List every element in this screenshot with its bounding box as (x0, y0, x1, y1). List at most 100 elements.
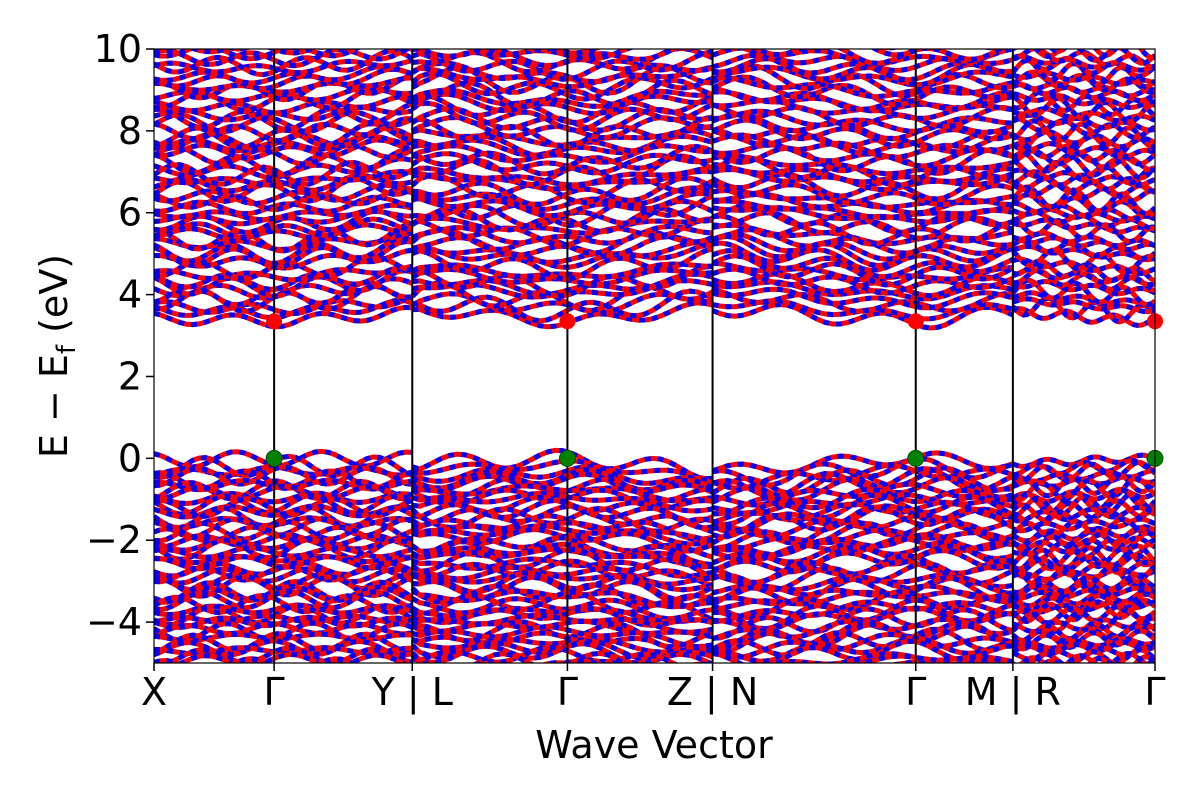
y-axis-ticks: −4 −2 0 2 4 6 8 10 (86, 27, 154, 644)
valence-band-spin-down (154, 578, 414, 604)
conduction-band-spin-down (712, 287, 1013, 314)
conduction-band-spin-up (411, 87, 713, 109)
valence-band-spin-down (154, 504, 414, 531)
conduction-band-spin-down (410, 172, 714, 206)
conduction-band-spin-up (1011, 141, 1155, 160)
valence-band-spin-down (154, 490, 413, 507)
vbm-marker (558, 449, 576, 467)
conduction-band-spin-up (412, 49, 681, 69)
conduction-band-spin-down (154, 221, 413, 254)
valence-band-spin-down (711, 492, 1015, 527)
conduction-band-spin-down (876, 49, 899, 51)
conduction-band-spin-down (411, 168, 713, 192)
conduction-band-spin-down (1012, 296, 1155, 315)
conduction-band-spin-down (712, 56, 1014, 88)
conduction-band-spin-down (1012, 168, 1155, 194)
conduction-band-spin-down (411, 288, 714, 324)
conduction-band-spin-up (411, 164, 713, 188)
conduction-band-spin-up (712, 85, 1013, 113)
valence-band-spin-up (1012, 566, 1155, 582)
conduction-band-spin-up (546, 49, 602, 56)
conduction-band-spin-down (412, 22, 712, 39)
valence-band-spin-up (1012, 636, 1155, 651)
x-tick-label: Γ (557, 670, 578, 714)
conduction-band-spin-down (752, 49, 1006, 66)
conduction-band-spin-down (154, 268, 413, 299)
valence-band-spin-down (410, 564, 713, 587)
conduction-band-spin-up (1012, 106, 1155, 124)
conduction-band-spin-down (1011, 237, 1155, 261)
conduction-band-spin-down (410, 100, 714, 133)
conduction-band-spin-down (411, 114, 714, 150)
valence-band-spin-down (410, 606, 714, 628)
valence-band-spin-up (411, 624, 714, 650)
conduction-band-spin-down (411, 216, 713, 248)
conduction-band-spin-down (713, 23, 1013, 42)
conduction-band-spin-down (154, 263, 413, 283)
conduction-band-spin-up (154, 142, 414, 167)
conduction-band-spin-up (1012, 217, 1155, 235)
conduction-band-spin-up (1012, 278, 1155, 297)
valence-band-spin-up (154, 592, 414, 616)
valence-band-spin-up (765, 651, 1014, 663)
conduction-band-spin-down (154, 182, 414, 207)
conduction-band-spin-down (712, 198, 1014, 221)
conduction-band-spin-down (1153, 49, 1154, 50)
conduction-band-spin-up (876, 49, 899, 51)
conduction-band-spin-down (412, 144, 714, 177)
x-axis-ticks: X Γ Y | L Γ Z | N Γ M | R Γ (141, 663, 1166, 715)
valence-band-spin-down (1011, 587, 1155, 609)
conduction-band-spin-up (1012, 306, 1155, 328)
conduction-band-spin-down (154, 169, 413, 188)
conduction-band-spin-down (154, 101, 414, 132)
valence-band-spin-up (154, 631, 413, 655)
conduction-band-spin-up (712, 166, 1014, 193)
y-tick-label: 10 (94, 27, 142, 71)
conduction-band-spin-down (1012, 53, 1155, 73)
conduction-band-spin-down (712, 127, 1013, 156)
conduction-band-spin-up (1011, 129, 1155, 150)
conduction-band-spin-up (154, 73, 413, 103)
valence-band-spin-down (1011, 460, 1155, 484)
conduction-band-spin-down (154, 297, 413, 321)
bands-layer (154, 22, 1155, 663)
valence-band-spin-down (154, 519, 414, 544)
conduction-band-spin-down (1011, 247, 1155, 276)
valence-band-spin-down (154, 621, 413, 637)
cbm-marker (559, 313, 576, 330)
valence-band-spin-down (154, 483, 413, 503)
valence-band-spin-down (410, 471, 714, 495)
valence-band-spin-down (1012, 535, 1155, 556)
valence-band-spin-down (1011, 475, 1155, 504)
x-axis-label: Wave Vector (535, 723, 773, 767)
vbm-marker (265, 449, 283, 467)
conduction-band-spin-down (712, 153, 1014, 177)
cbm-marker (266, 313, 283, 330)
conduction-band-spin-down (711, 145, 1015, 177)
valence-band-spin-down (410, 503, 714, 535)
x-tick-label: Γ (264, 670, 285, 714)
valence-band-spin-down (1011, 607, 1155, 634)
conduction-band-spin-down (523, 49, 556, 53)
conduction-band-spin-down (1011, 53, 1155, 79)
conduction-band-spin-down (711, 181, 1014, 208)
conduction-band-spin-down (154, 30, 412, 40)
conduction-band-spin-down (411, 264, 713, 299)
conduction-band-spin-down (410, 60, 714, 85)
conduction-band-spin-down (154, 64, 414, 86)
conduction-band-spin-down (712, 260, 1013, 283)
x-tick-label: X (141, 670, 167, 714)
y-tick-label: −2 (86, 518, 142, 562)
conduction-band-spin-down (154, 49, 414, 69)
valence-band-spin-down (711, 548, 1014, 575)
y-axis-label-unit: (eV) (32, 254, 76, 345)
conduction-band-spin-up (1011, 82, 1155, 104)
valence-band-spin-up (712, 512, 1014, 540)
valence-band-spin-up (411, 588, 713, 610)
conduction-band-spin-down (411, 193, 714, 229)
conduction-band-spin-down (410, 93, 714, 125)
conduction-band-spin-up (412, 22, 712, 39)
valence-band-spin-up (711, 631, 1014, 660)
valence-band-spin-down (154, 631, 413, 643)
